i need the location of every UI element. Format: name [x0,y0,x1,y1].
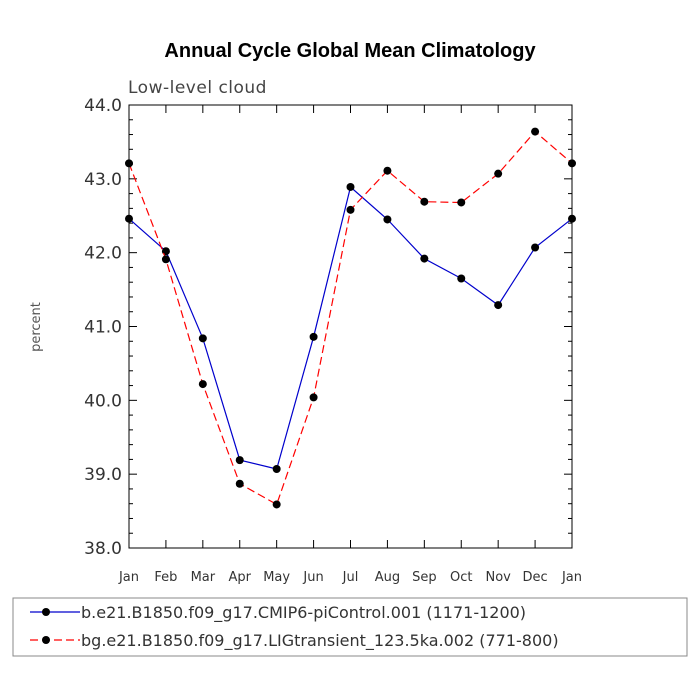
series-1-point [494,301,503,310]
series-2-point [309,393,318,402]
x-tick-label: Jun [302,570,323,585]
series-2-point [161,255,170,264]
series-1-point [161,247,170,256]
series-2-point [457,198,466,207]
chart-title: Annual Cycle Global Mean Climatology [164,40,536,62]
series-2-point [494,169,503,178]
series-1-point [235,456,244,465]
axis-ticks: 38.0 39.0 40.0 41.0 42.0 43.0 44.0 Jan Feb Mar Apr… [84,96,582,585]
series-2-point [531,127,540,136]
series-1-point [568,214,576,223]
legend-label-1: b.e21.B1850.f09_g17.CMIP6-piControl.001 … [81,603,526,623]
x-tick-label: Sep [412,570,437,585]
y-tick-label: 40.0 [84,391,122,411]
x-tick-label: May [263,570,290,585]
series-2-point [272,500,281,509]
x-tick-label: Oct [450,570,472,585]
series-1-point [125,214,133,223]
series-group [125,127,576,509]
x-tick-label: Jan [561,570,582,585]
series-2-point [568,159,576,168]
y-tick-label: 39.0 [84,465,122,485]
chart-subtitle: Low-level cloud [128,78,267,98]
x-tick-label: Mar [191,570,216,585]
series-1-point [383,215,392,224]
y-tick-label: 43.0 [84,170,122,190]
x-tick-label: Jan [118,570,139,585]
x-tick-label: Aug [375,570,400,585]
legend-label-2: bg.e21.B1850.f09_g17.LIGtransient_123.5k… [81,631,559,651]
series-2-point [198,380,207,389]
y-tick-label: 41.0 [84,318,122,338]
x-tick-label: Dec [523,570,548,585]
series-1-point [457,274,466,283]
series-1-point [272,464,281,473]
plot-frame [128,104,573,549]
series-1-point [198,334,207,343]
series-1-point [346,182,355,191]
y-tick-label: 42.0 [84,244,122,264]
series-1-point [420,254,429,263]
x-tick-label: Feb [154,570,177,585]
legend-marker-2 [42,636,50,644]
x-tick-label: Nov [485,570,511,585]
series-2-point [235,479,244,488]
series-2-point [383,166,392,175]
series-2-point [420,197,429,206]
y-axis-label: percent [29,302,44,352]
legend-box [12,597,688,657]
series-1-point [309,332,318,341]
legend: b.e21.B1850.f09_g17.CMIP6-piControl.001 … [30,603,559,651]
series-2-point [346,205,355,214]
series-2-point [125,159,133,168]
x-tick-label: Apr [229,570,252,585]
y-tick-label: 44.0 [84,96,122,116]
x-tick-label: Jul [342,570,359,585]
y-tick-label: 38.0 [84,539,122,559]
legend-marker-1 [42,608,50,616]
series-1-point [531,243,540,252]
series-line-1 [128,185,573,470]
